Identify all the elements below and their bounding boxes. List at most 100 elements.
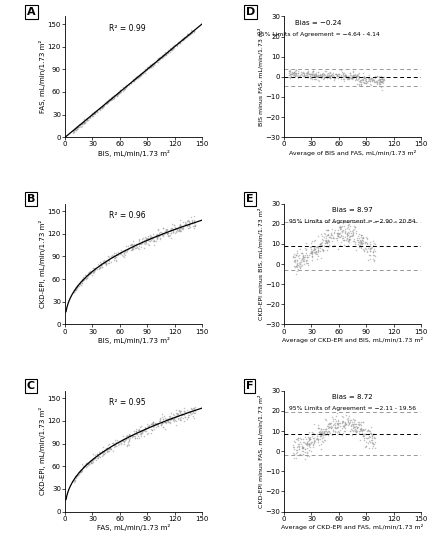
Point — [323, 238, 330, 246]
Point — [138, 427, 145, 436]
Point — [92, 456, 99, 465]
Point — [137, 429, 144, 438]
Point — [96, 258, 103, 267]
Text: 95% Limits of Agreement = −2.11 - 19.56: 95% Limits of Agreement = −2.11 - 19.56 — [289, 406, 416, 411]
Point — [151, 236, 158, 245]
Point — [355, 73, 362, 81]
Point — [106, 444, 113, 453]
Point — [367, 246, 374, 255]
Point — [132, 74, 139, 82]
Point — [181, 404, 187, 412]
Point — [104, 98, 111, 107]
Point — [341, 69, 348, 78]
Point — [327, 420, 334, 428]
Point — [326, 423, 332, 432]
Point — [302, 70, 309, 79]
Point — [90, 109, 97, 118]
Point — [360, 425, 367, 434]
Point — [371, 252, 378, 261]
Point — [144, 234, 151, 243]
Point — [357, 78, 364, 86]
Point — [151, 420, 158, 428]
Point — [190, 212, 197, 221]
Point — [143, 65, 150, 74]
Point — [142, 66, 149, 75]
Point — [329, 241, 336, 250]
Point — [352, 239, 359, 248]
Point — [297, 245, 304, 254]
Point — [305, 439, 312, 448]
Point — [294, 256, 301, 265]
Point — [70, 475, 77, 483]
Point — [320, 426, 327, 435]
Y-axis label: CKD-EPI minus FAS, mL/min/1.73 m²: CKD-EPI minus FAS, mL/min/1.73 m² — [258, 394, 264, 508]
Point — [356, 435, 363, 444]
Point — [130, 236, 137, 245]
Point — [180, 222, 187, 231]
Point — [107, 257, 114, 266]
Point — [307, 447, 314, 456]
Point — [148, 62, 155, 70]
Point — [105, 96, 112, 104]
Text: A: A — [27, 7, 36, 17]
Point — [361, 76, 368, 85]
Point — [82, 463, 89, 471]
Point — [334, 72, 341, 81]
Point — [378, 73, 385, 81]
Point — [342, 227, 349, 236]
Point — [151, 60, 158, 69]
Point — [376, 75, 383, 84]
Point — [358, 426, 365, 434]
Point — [151, 424, 158, 433]
Point — [90, 108, 97, 117]
Point — [80, 118, 87, 127]
Point — [307, 72, 314, 81]
Point — [187, 408, 194, 417]
Point — [72, 126, 79, 135]
Point — [324, 231, 331, 240]
Point — [299, 443, 306, 452]
Point — [293, 448, 300, 457]
Point — [342, 70, 349, 79]
Point — [297, 70, 304, 79]
Point — [153, 232, 160, 241]
Point — [112, 254, 118, 263]
Point — [294, 433, 301, 442]
Point — [310, 67, 317, 75]
Point — [308, 248, 315, 256]
Point — [147, 234, 154, 243]
Point — [113, 257, 120, 266]
Point — [182, 33, 189, 42]
Point — [293, 261, 299, 270]
Point — [327, 233, 334, 241]
Point — [86, 114, 93, 123]
Point — [342, 229, 349, 238]
Point — [322, 226, 329, 235]
Point — [181, 34, 188, 42]
Point — [127, 79, 134, 87]
Point — [80, 118, 87, 127]
Point — [350, 222, 357, 231]
Point — [137, 431, 144, 440]
Point — [71, 285, 78, 294]
Point — [114, 441, 121, 449]
Point — [347, 74, 354, 82]
Point — [70, 476, 77, 485]
Point — [321, 74, 328, 82]
Point — [152, 58, 159, 67]
Point — [368, 433, 375, 442]
Point — [302, 253, 309, 262]
Point — [312, 245, 319, 254]
Point — [370, 75, 377, 84]
Point — [306, 441, 313, 449]
Point — [159, 229, 166, 238]
Point — [136, 430, 143, 439]
Point — [333, 70, 340, 79]
Point — [299, 447, 306, 455]
Point — [73, 471, 80, 480]
Point — [92, 453, 99, 462]
Point — [299, 253, 306, 262]
Point — [330, 420, 337, 429]
Point — [165, 230, 172, 239]
Point — [314, 67, 321, 76]
